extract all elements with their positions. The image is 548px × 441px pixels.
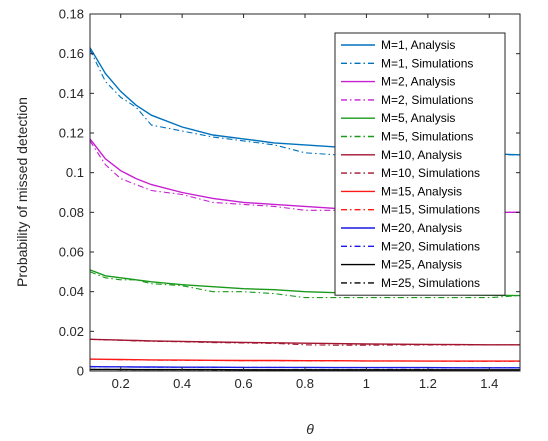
legend-box [334,32,506,296]
y-axis-label: Probability of missed detection [14,97,30,287]
y-tick-label: 0.1 [66,165,84,180]
legend-label-14: M=25, Simulations [381,276,480,290]
y-tick-label: 0.02 [59,324,84,339]
legend-label-5: M=5, Analysis [381,111,455,125]
legend-label-4: M=2, Simulations [381,93,473,107]
legend-label-13: M=25, Analysis [381,258,462,272]
y-tick-label: 0.14 [59,86,84,101]
legend-label-12: M=20, Simulations [381,239,480,253]
x-tick-label: 0.2 [112,376,130,391]
x-axis-label: θ [306,421,314,437]
series-line-2 [89,49,520,156]
series-line-8 [89,338,521,346]
x-tick-label: 1.4 [480,376,498,391]
legend-label-11: M=20, Analysis [381,221,462,235]
y-tick-label: 0.04 [59,284,84,299]
legend-label-1: M=1, Analysis [381,38,455,52]
series-line-12 [90,366,520,369]
legend-label-6: M=5, Simulations [381,130,473,144]
x-tick-label: 0.4 [173,376,191,391]
legend-label-9: M=15, Analysis [381,184,462,198]
y-tick-label: 0.08 [59,205,84,220]
y-tick-label: 0 [77,364,84,379]
legend: M=1, Analysis M=1, Simulations M=2, Analys… [334,32,506,296]
legend-label-8: M=10, Simulations [381,166,480,180]
series-line-6 [89,271,521,299]
ticks-layer: 0.2 0.4 0.6 0.8 1 1.2 1.4 0 0.02 0.04 0.06 0.08 0.1 0… [59,7,520,391]
series-line-10 [89,358,520,362]
y-tick-label: 0.16 [59,46,84,61]
legend-label-7: M=10, Analysis [381,148,462,162]
legend-label-3: M=2, Analysis [381,75,455,89]
x-tick-label: 1 [363,376,370,391]
legend-label-10: M=15, Simulations [381,203,480,217]
y-tick-label: 0.06 [59,245,84,260]
x-tick-label: 0.6 [235,376,253,391]
x-tick-label: 0.8 [296,376,314,391]
legend-label-2: M=1, Simulations [381,56,473,70]
y-tick-label: 0.18 [59,7,84,22]
series-line-14 [90,368,520,371]
y-tick-label: 0.12 [59,126,84,141]
x-tick-label: 1.2 [419,376,437,391]
